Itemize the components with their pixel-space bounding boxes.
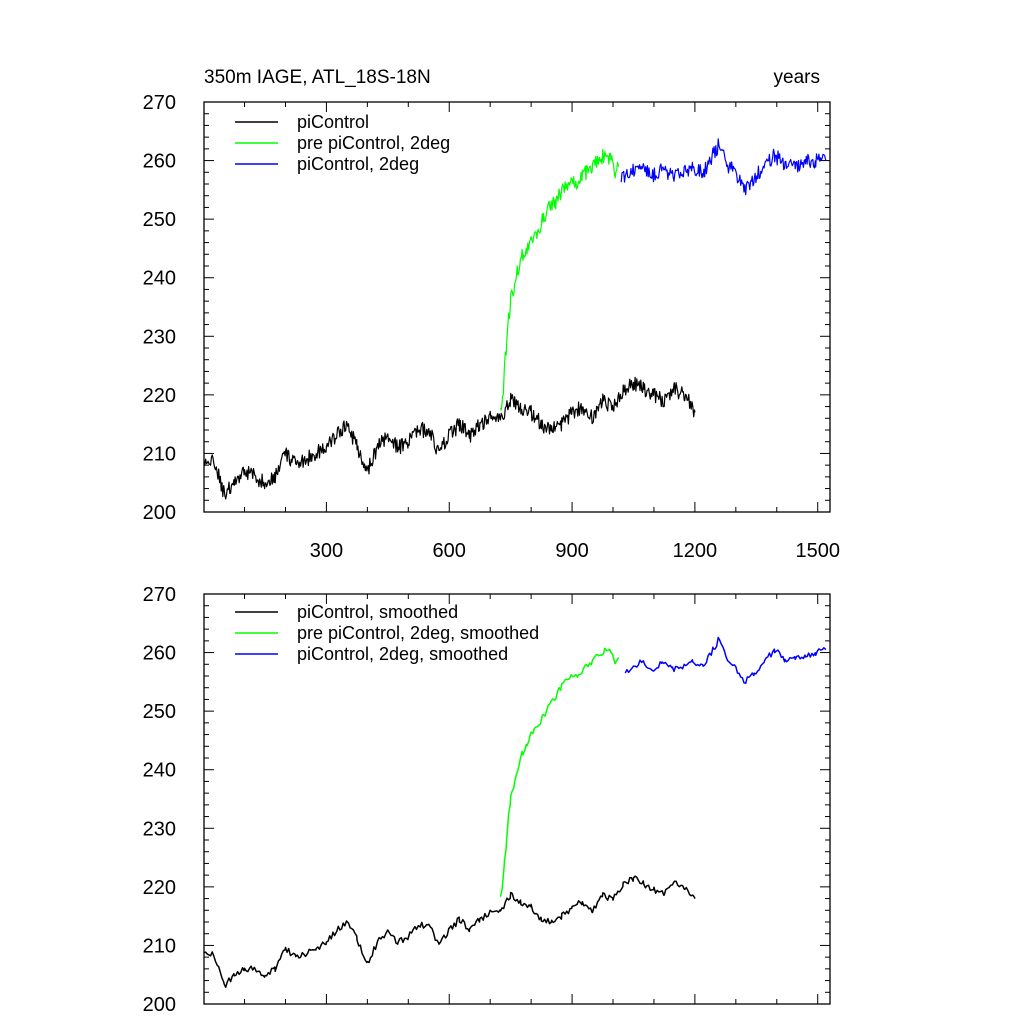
bottom-panel: 200 210 220 230 240 250 260 270 piControl, smoo… (143, 584, 831, 1016)
top-panel-x-tick-labels: 300 600 900 1200 1500 (310, 540, 840, 562)
top-panel-ticks (204, 101, 830, 513)
top-series-picontrol-2deg (620, 138, 827, 196)
bottom-y-tick-label: 260 (143, 643, 176, 665)
bottom-legend-label-picontrol-2deg-smoothed: piControl, 2deg, smoothed (297, 644, 508, 664)
top-y-tick-label: 240 (143, 268, 176, 290)
bottom-legend-label-picontrol-smoothed: piControl, smoothed (297, 602, 458, 622)
top-y-tick-label: 250 (143, 209, 176, 231)
bottom-series-picontrol-smoothed (203, 875, 696, 989)
top-series-pre-picontrol-2deg (499, 148, 620, 411)
top-x-tick-label: 300 (310, 540, 343, 562)
top-panel-title: 350m IAGE, ATL_18S-18N (204, 67, 431, 88)
top-panel-plot-frame (203, 101, 831, 513)
bottom-y-tick-label: 230 (143, 818, 176, 840)
bottom-panel-series (203, 636, 827, 989)
bottom-y-tick-label: 270 (143, 584, 176, 606)
top-panel-series (203, 138, 827, 500)
bottom-y-tick-label: 200 (143, 994, 176, 1016)
top-legend-label-picontrol: piControl (297, 112, 369, 132)
top-y-tick-label: 220 (143, 385, 176, 407)
top-y-tick-label: 260 (143, 151, 176, 173)
top-y-tick-label: 270 (143, 92, 176, 114)
top-x-tick-label: 900 (555, 540, 588, 562)
top-y-tick-label: 210 (143, 443, 176, 465)
bottom-series-pre-picontrol-2deg-smoothed (499, 647, 620, 897)
top-legend-label-picontrol-2deg: piControl, 2deg (297, 154, 419, 174)
top-x-tick-label: 600 (433, 540, 466, 562)
bottom-panel-y-tick-labels: 200 210 220 230 240 250 260 270 (143, 584, 176, 1016)
top-x-tick-label: 1500 (795, 540, 840, 562)
top-y-tick-label: 230 (143, 326, 176, 348)
top-series-picontrol (203, 376, 696, 500)
bottom-y-tick-label: 250 (143, 701, 176, 723)
top-y-tick-label: 200 (143, 502, 176, 524)
bottom-y-tick-label: 210 (143, 935, 176, 957)
bottom-series-picontrol-2deg-smoothed (624, 636, 827, 685)
bottom-legend-label-pre-picontrol-2deg-smoothed: pre piControl, 2deg, smoothed (297, 623, 539, 643)
top-legend-label-pre-picontrol-2deg: pre piControl, 2deg (297, 133, 450, 153)
bottom-panel-plot-frame (203, 593, 831, 1005)
top-panel: 350m IAGE, ATL_18S-18N years 200 210 220 23… (143, 67, 840, 562)
top-x-tick-label: 1200 (673, 540, 718, 562)
top-panel-units-label: years (774, 67, 820, 88)
top-panel-y-tick-labels: 200 210 220 230 240 250 260 270 (143, 92, 176, 524)
bottom-y-tick-label: 240 (143, 760, 176, 782)
bottom-y-tick-label: 220 (143, 877, 176, 899)
